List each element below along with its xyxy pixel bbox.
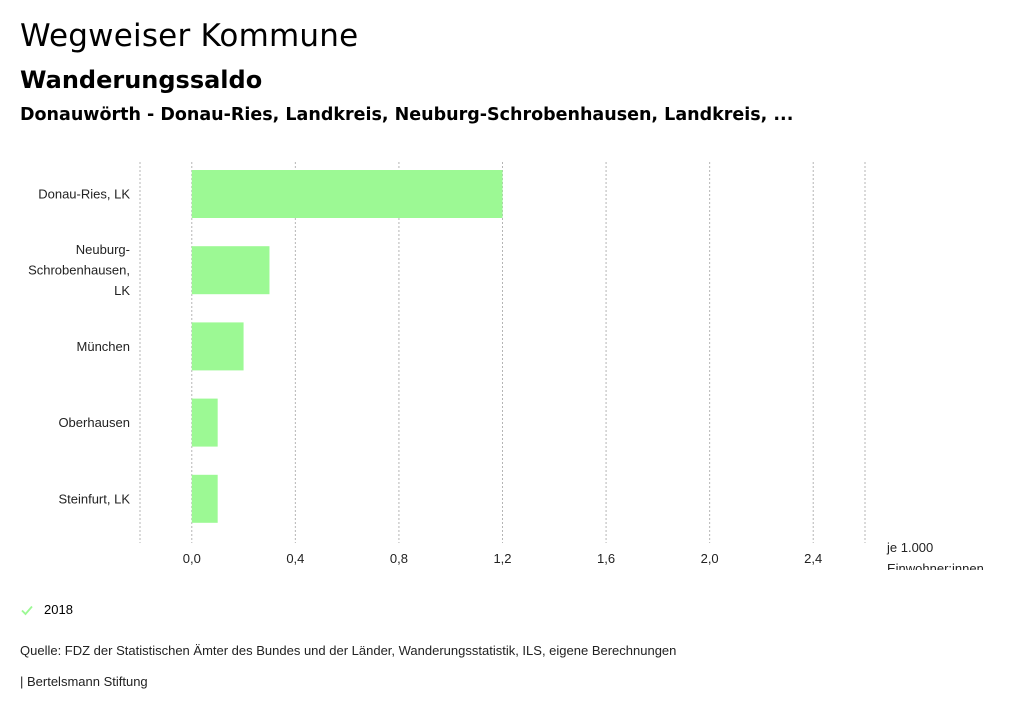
category-label: Neuburg-Schrobenhausen, LK — [28, 242, 130, 298]
x-tick-label: 1,6 — [597, 551, 615, 566]
x-axis-label: je 1.000 Einwohner:innen — [886, 540, 984, 570]
source-note: Quelle: FDZ der Statistischen Ämter des … — [20, 643, 677, 658]
category-labels: Donau-Ries, LK Neuburg-Schrobenhausen, LK M… — [28, 187, 130, 507]
x-tick-label: 2,4 — [804, 551, 822, 566]
bar[interactable] — [191, 170, 503, 218]
check-icon — [21, 605, 33, 615]
category-label: Donau-Ries, LK — [38, 187, 130, 202]
x-tick-labels: 0,0 0,4 0,8 1,2 1,6 2,0 2,4 — [183, 551, 823, 566]
category-label: Steinfurt, LK — [58, 491, 130, 506]
bar-chart: Donau-Ries, LK Neuburg-Schrobenhausen, LK M… — [28, 162, 984, 570]
category-label: Oberhausen — [58, 415, 130, 430]
x-tick-label: 0,4 — [286, 551, 304, 566]
category-label: München — [77, 339, 130, 354]
chart-subtitle: Wanderungssaldo — [20, 66, 263, 94]
legend[interactable]: 2018 — [20, 602, 73, 617]
region-selection: Donauwörth - Donau-Ries, Landkreis, Neub… — [20, 105, 794, 125]
bar[interactable] — [191, 322, 244, 371]
x-tick-label: 1,2 — [493, 551, 511, 566]
bar[interactable] — [191, 474, 218, 523]
x-tick-label: 0,8 — [390, 551, 408, 566]
grid-lines — [139, 162, 866, 543]
x-tick-label: 0,0 — [183, 551, 201, 566]
footer-credit: | Bertelsmann Stiftung — [20, 674, 148, 689]
bars — [191, 170, 503, 523]
chart-title: Wegweiser Kommune — [20, 18, 359, 54]
legend-label: 2018 — [44, 602, 73, 617]
x-tick-label: 2,0 — [701, 551, 719, 566]
bar[interactable] — [191, 398, 218, 447]
bar[interactable] — [191, 246, 270, 295]
